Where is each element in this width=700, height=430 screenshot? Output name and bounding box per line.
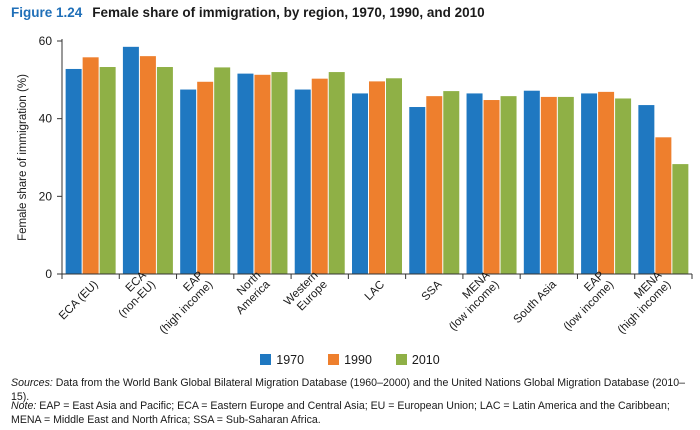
sources-text: Data from the World Bank Global Bilatera…: [11, 377, 686, 403]
bar-1970: [294, 89, 311, 275]
bar-2010: [99, 67, 116, 274]
bar-chart: 0 20 40 60 ECA (EU) ECA(non-EU) EAP(high inco…: [17, 34, 693, 336]
bars: [65, 46, 689, 275]
bar-2010: [615, 98, 632, 275]
legend-swatch: [328, 354, 340, 365]
abbreviations-note: Note: EAP = East Asia and Pacific; ECA =…: [11, 399, 692, 427]
legend-label: 1990: [344, 353, 372, 367]
bar-1990: [82, 57, 99, 275]
legend: 1970 1990 2010: [0, 353, 700, 367]
bar-1990: [540, 96, 557, 274]
bar-1990: [483, 100, 500, 274]
x-tick-label: MENA(low income): [438, 269, 502, 333]
legend-item-1970: 1970: [260, 353, 304, 367]
bar-1970: [65, 68, 82, 275]
bar-1970: [409, 107, 426, 275]
bar-1990: [369, 81, 385, 275]
bar-1970: [180, 89, 197, 275]
bar-2010: [328, 72, 345, 274]
bar-1990: [426, 96, 443, 274]
bar-1990: [311, 78, 328, 274]
legend-swatch: [260, 354, 272, 365]
bar-1990: [655, 137, 672, 274]
bar-2010: [386, 78, 402, 274]
x-tick-label: ECA (EU): [57, 279, 101, 323]
bar-1970: [638, 105, 655, 274]
y-tick-label: 0: [45, 267, 52, 281]
bar-2010: [156, 67, 173, 274]
x-tick-label: EAP(low income): [552, 269, 616, 333]
note-text: EAP = East Asia and Pacific; ECA = Easte…: [11, 400, 670, 426]
bar-1970: [581, 93, 598, 274]
x-tick-label: NorthAmerica: [225, 269, 273, 317]
sources-note: Sources: Data from the World Bank Global…: [11, 376, 692, 404]
figure-number: Figure 1.24: [11, 5, 83, 20]
y-axis: 0 20 40 60: [39, 34, 63, 281]
bar-1990: [598, 91, 615, 274]
x-axis: ECA (EU) ECA(non-EU) EAP(high income) North…: [57, 269, 693, 336]
figure-title: Figure 1.24 Female share of immigration, …: [11, 5, 485, 20]
bar-1990: [139, 56, 156, 274]
x-tick-label: MENA(high income): [607, 269, 674, 336]
legend-label: 1970: [276, 353, 305, 367]
bar-2010: [214, 67, 231, 274]
y-tick-label: 40: [39, 112, 53, 126]
figure-title-text: Female share of immigration, by region, …: [92, 5, 485, 20]
bar-1970: [352, 93, 368, 274]
legend-item-1990: 1990: [328, 353, 372, 367]
x-tick-label: LAC: [363, 279, 387, 303]
y-tick-label: 20: [39, 189, 53, 203]
bar-2010: [500, 96, 517, 274]
note-label: Note:: [11, 400, 37, 412]
bar-1990: [197, 81, 214, 275]
bar-1970: [466, 93, 483, 274]
bar-1970: [237, 73, 254, 275]
bar-1990: [254, 74, 271, 274]
y-tick-label: 60: [39, 34, 53, 48]
y-axis-label: Female share of immigration (%): [17, 74, 29, 241]
x-tick-label: EAP(high income): [148, 269, 215, 336]
x-tick-label: ECA(non-EU): [107, 269, 158, 320]
x-tick-label: South Asia: [512, 278, 560, 326]
bar-2010: [443, 91, 460, 274]
x-tick-label: SSA: [420, 278, 445, 303]
legend-swatch: [395, 354, 407, 365]
bar-1970: [122, 46, 139, 275]
x-tick-label: WesternEurope: [282, 269, 330, 317]
bar-2010: [557, 96, 574, 274]
legend-item-2010: 2010: [395, 353, 440, 367]
sources-label: Sources:: [11, 377, 53, 389]
bar-2010: [672, 164, 689, 274]
bar-2010: [271, 72, 288, 274]
bar-1970: [523, 90, 540, 274]
legend-label: 2010: [411, 353, 440, 367]
